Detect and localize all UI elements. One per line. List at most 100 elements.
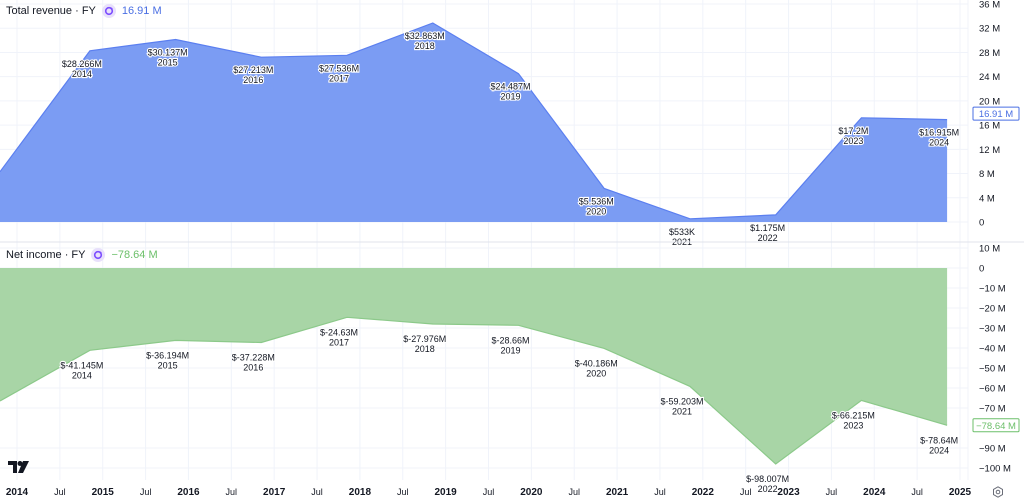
revenue-y-tick-label: 12 M [979,145,1000,156]
x-tick-label: 2023 [777,487,800,498]
x-tick-label: 2017 [263,487,286,498]
settings-icon[interactable] [992,485,1004,497]
revenue-data-label-year: 2017 [329,73,349,83]
net-income-data-label-value: $-98.007M [746,474,789,484]
revenue-data-label-value: $28.266M [62,59,102,69]
revenue-y-tick-label: 16 M [979,121,1000,132]
net-income-data-label-value: $-78.64M [920,435,958,445]
net-income-data-label-year: 2017 [329,337,349,347]
revenue-y-tick-label: 20 M [979,96,1000,107]
net-income-y-tick-label: −100 M [979,464,1011,475]
x-tick-label: 2021 [606,487,629,498]
x-tick-label: Jul [568,487,580,497]
revenue-y-tick-label: 8 M [979,169,995,180]
refresh-icon[interactable] [91,248,105,262]
x-tick-label: 2020 [520,487,543,498]
net-income-data-label-value: $-41.145M [60,360,103,370]
revenue-data-label-value: $17.2M [838,126,868,136]
revenue-data-label-year: 2022 [758,233,778,243]
revenue-legend[interactable]: Total revenue · FY 16.91 M [6,4,162,18]
net-income-y-tick-label: −10 M [979,284,1006,295]
revenue-y-tick-label: 36 M [979,0,1000,11]
net-income-area [0,268,947,464]
net-income-y-tick-label: 10 M [979,244,1000,255]
net-income-data-label-year: 2023 [843,420,863,430]
net-income-y-tick-label: −70 M [979,404,1006,415]
net-income-legend-title: Net income · FY [6,249,85,261]
net-income-data-label-value: $-59.203M [660,396,703,406]
net-income-data-label-year: 2015 [158,360,178,370]
revenue-y-tick-label: 24 M [979,72,1000,83]
net-income-data-label-value: $-27.976M [403,334,446,344]
revenue-data-label-year: 2020 [586,206,606,216]
net-income-y-tick-label: 0 [979,264,984,275]
revenue-data-label-value: $27.213M [233,65,273,75]
revenue-data-label-value: $27.536M [319,63,359,73]
revenue-data-label-year: 2023 [843,136,863,146]
net-income-data-label-year: 2019 [500,345,520,355]
net-income-y-tick-label: −60 M [979,384,1006,395]
x-tick-label: 2025 [949,487,972,498]
revenue-data-label-value: $5.536M [579,196,614,206]
net-income-y-tick-label: −40 M [979,344,1006,355]
revenue-data-label-year: 2014 [72,69,92,79]
net-income-data-label-year: 2024 [929,445,949,455]
x-tick-label: Jul [54,487,66,497]
net-income-y-tick-label: −90 M [979,444,1006,455]
x-tick-label: Jul [226,487,238,497]
x-tick-label: Jul [311,487,323,497]
revenue-data-label-value: $533K [669,227,695,237]
revenue-y-tick-label: 28 M [979,48,1000,59]
net-income-data-label-value: $-40.186M [575,358,618,368]
net-income-data-label-year: 2016 [243,362,263,372]
x-tick-label: 2014 [6,487,29,498]
net-income-legend-value: −78.64 M [111,249,157,261]
x-tick-label: Jul [654,487,666,497]
x-tick-label: Jul [826,487,838,497]
revenue-data-label-value: $24.487M [490,82,530,92]
net-income-data-label-year: 2020 [586,368,606,378]
net-income-legend[interactable]: Net income · FY −78.64 M [6,248,158,262]
tradingview-logo[interactable] [8,461,30,475]
net-income-data-label-value: $-37.228M [232,352,275,362]
revenue-data-label-year: 2024 [929,138,949,148]
x-tick-label: Jul [483,487,495,497]
net-income-data-label-value: $-28.66M [491,335,529,345]
net-income-data-label-year: 2021 [672,406,692,416]
net-income-data-label-year: 2018 [415,344,435,354]
net-income-data-label-value: $-66.215M [832,410,875,420]
net-income-data-label-value: $-24.63M [320,327,358,337]
revenue-legend-value: 16.91 M [122,5,162,17]
net-income-y-tick-label: −50 M [979,364,1006,375]
revenue-data-label-year: 2015 [158,58,178,68]
revenue-data-label-value: $30.137M [148,48,188,58]
x-tick-label: Jul [740,487,752,497]
net-income-data-label-year: 2014 [72,370,92,380]
revenue-y-tick-label: 4 M [979,193,995,204]
revenue-data-label-year: 2018 [415,41,435,51]
revenue-y-tick-label: 32 M [979,24,1000,35]
refresh-icon[interactable] [102,4,116,18]
net-income-y-axis[interactable]: 10 M0−10 M−20 M−30 M−40 M−50 M−60 M−70 M… [973,244,1019,475]
revenue-legend-title: Total revenue · FY [6,5,96,17]
net-income-data-label-value: $-36.194M [146,350,189,360]
revenue-y-axis[interactable]: 04 M8 M12 M16 M20 M24 M28 M32 M36 M16.91… [973,0,1019,229]
revenue-data-label-value: $16.915M [919,128,959,138]
x-tick-label: Jul [397,487,409,497]
x-tick-label: Jul [911,487,923,497]
revenue-price-tag-label: 16.91 M [979,109,1013,120]
x-tick-label: 2016 [177,487,200,498]
